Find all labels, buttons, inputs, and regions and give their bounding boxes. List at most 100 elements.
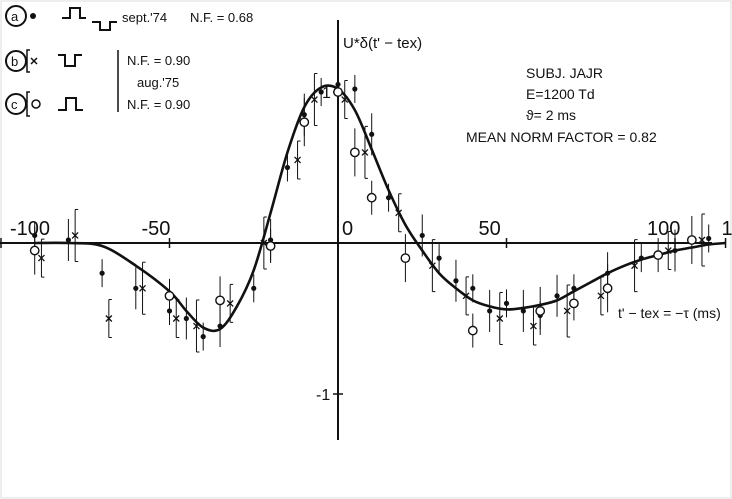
y-tick-label: 1 xyxy=(322,85,331,102)
legend-key-circle xyxy=(5,50,27,72)
data-marks xyxy=(29,63,726,353)
error-bracket xyxy=(364,125,368,179)
legend-key-circle xyxy=(5,5,27,27)
error-bracket xyxy=(108,299,112,338)
legend-nf: N.F. = 0.68 xyxy=(190,10,253,25)
data-point-b xyxy=(530,306,537,346)
data-point-c xyxy=(299,98,310,147)
marker-circle xyxy=(653,250,664,260)
data-point-a xyxy=(470,274,476,303)
data-point-c xyxy=(686,215,697,264)
error-bracket xyxy=(176,299,180,338)
marker-dot xyxy=(503,300,510,306)
data-point-b xyxy=(294,140,302,180)
marker-cross xyxy=(698,236,706,244)
legend-nf: N.F. = 0.90 xyxy=(127,53,190,68)
data-point-b xyxy=(193,299,200,353)
data-point-c xyxy=(333,75,343,109)
error-bracket xyxy=(41,238,45,278)
marker-cross xyxy=(462,292,470,300)
marker-dot xyxy=(99,270,105,276)
x-tick-label: -50 xyxy=(142,218,171,240)
data-point-a xyxy=(436,244,442,273)
data-point-b xyxy=(226,283,234,323)
data-point-b xyxy=(105,299,113,338)
marker-circle xyxy=(535,306,546,316)
legend-entry-c: c N.F. = 0.90 xyxy=(5,91,190,117)
marker-dot xyxy=(470,285,476,291)
legend-key-letter: b xyxy=(11,54,18,69)
data-point-b xyxy=(172,299,180,338)
marker-circle xyxy=(467,325,478,336)
y-tick-label: -1 xyxy=(316,387,330,404)
marker-cross xyxy=(172,315,180,322)
legend-bracket-icon xyxy=(26,49,30,73)
data-point-b xyxy=(341,80,349,120)
data-point-c xyxy=(349,128,360,177)
data-point-a xyxy=(487,289,493,332)
x-tick-label: 100 xyxy=(647,218,680,240)
x-tick-label: 1 xyxy=(722,218,732,240)
data-point-a xyxy=(65,218,71,261)
tick-labels: -100 -50 0 50 100 1 1 -1 xyxy=(10,85,732,404)
data-point-c xyxy=(29,226,40,275)
error-bracket xyxy=(196,299,200,353)
marker-dot xyxy=(352,86,358,92)
data-point-b xyxy=(260,216,268,270)
data-point-b xyxy=(563,284,571,338)
marker-cross xyxy=(428,262,436,270)
marker-circle xyxy=(569,298,579,309)
error-bracket xyxy=(432,239,436,293)
marker-dot xyxy=(65,237,71,243)
data-point-a xyxy=(554,274,560,317)
legend-entry-b: b N.F. = 0.90 aug.'75 xyxy=(5,49,190,90)
marker-cross xyxy=(37,254,45,262)
error-bracket xyxy=(634,239,638,293)
data-point-c xyxy=(653,238,664,273)
fit-curve-line xyxy=(34,84,726,333)
marker-dot xyxy=(638,255,644,261)
y-axis-label: U*δ(t' − tex) xyxy=(343,35,422,52)
x-tick-label: 50 xyxy=(479,218,501,240)
data-point-b xyxy=(37,238,45,278)
error-bracket xyxy=(142,261,146,315)
marker-cross xyxy=(631,262,639,270)
marker-cross xyxy=(361,148,369,156)
error-bracket xyxy=(314,73,318,127)
marker-cross xyxy=(395,209,403,217)
error-bracket xyxy=(75,208,79,262)
marker-cross xyxy=(664,247,672,255)
marker-cross xyxy=(105,315,113,322)
legend-marker-circle xyxy=(31,99,41,109)
marker-cross xyxy=(71,231,79,239)
error-bracket xyxy=(567,284,571,338)
legend-entry-a: a sept.'74 N.F. = 0.68 xyxy=(5,5,253,31)
data-point-b xyxy=(395,193,403,233)
marker-cross xyxy=(193,322,200,330)
data-point-b xyxy=(496,292,504,345)
marker-dot xyxy=(183,315,189,322)
marker-dot xyxy=(369,131,375,137)
marker-dot xyxy=(436,255,442,261)
error-bracket xyxy=(297,140,301,180)
marker-cross xyxy=(294,156,302,164)
data-point-b xyxy=(139,261,146,315)
marker-dot xyxy=(200,334,206,340)
marker-dot xyxy=(133,285,139,291)
data-point-a xyxy=(385,183,392,212)
error-bracket xyxy=(533,306,537,346)
legend-date: aug.'75 xyxy=(137,75,179,90)
marker-dot xyxy=(487,308,493,314)
marker-dot xyxy=(554,293,560,299)
marker-dot xyxy=(385,195,392,201)
data-point-a xyxy=(706,224,712,253)
data-point-c xyxy=(265,229,276,264)
data-point-b xyxy=(597,276,605,316)
marker-dot xyxy=(217,323,223,329)
legend-key-letter: c xyxy=(11,97,18,112)
data-point-b xyxy=(310,73,318,127)
error-bracket xyxy=(701,213,705,267)
data-point-a xyxy=(183,297,189,340)
